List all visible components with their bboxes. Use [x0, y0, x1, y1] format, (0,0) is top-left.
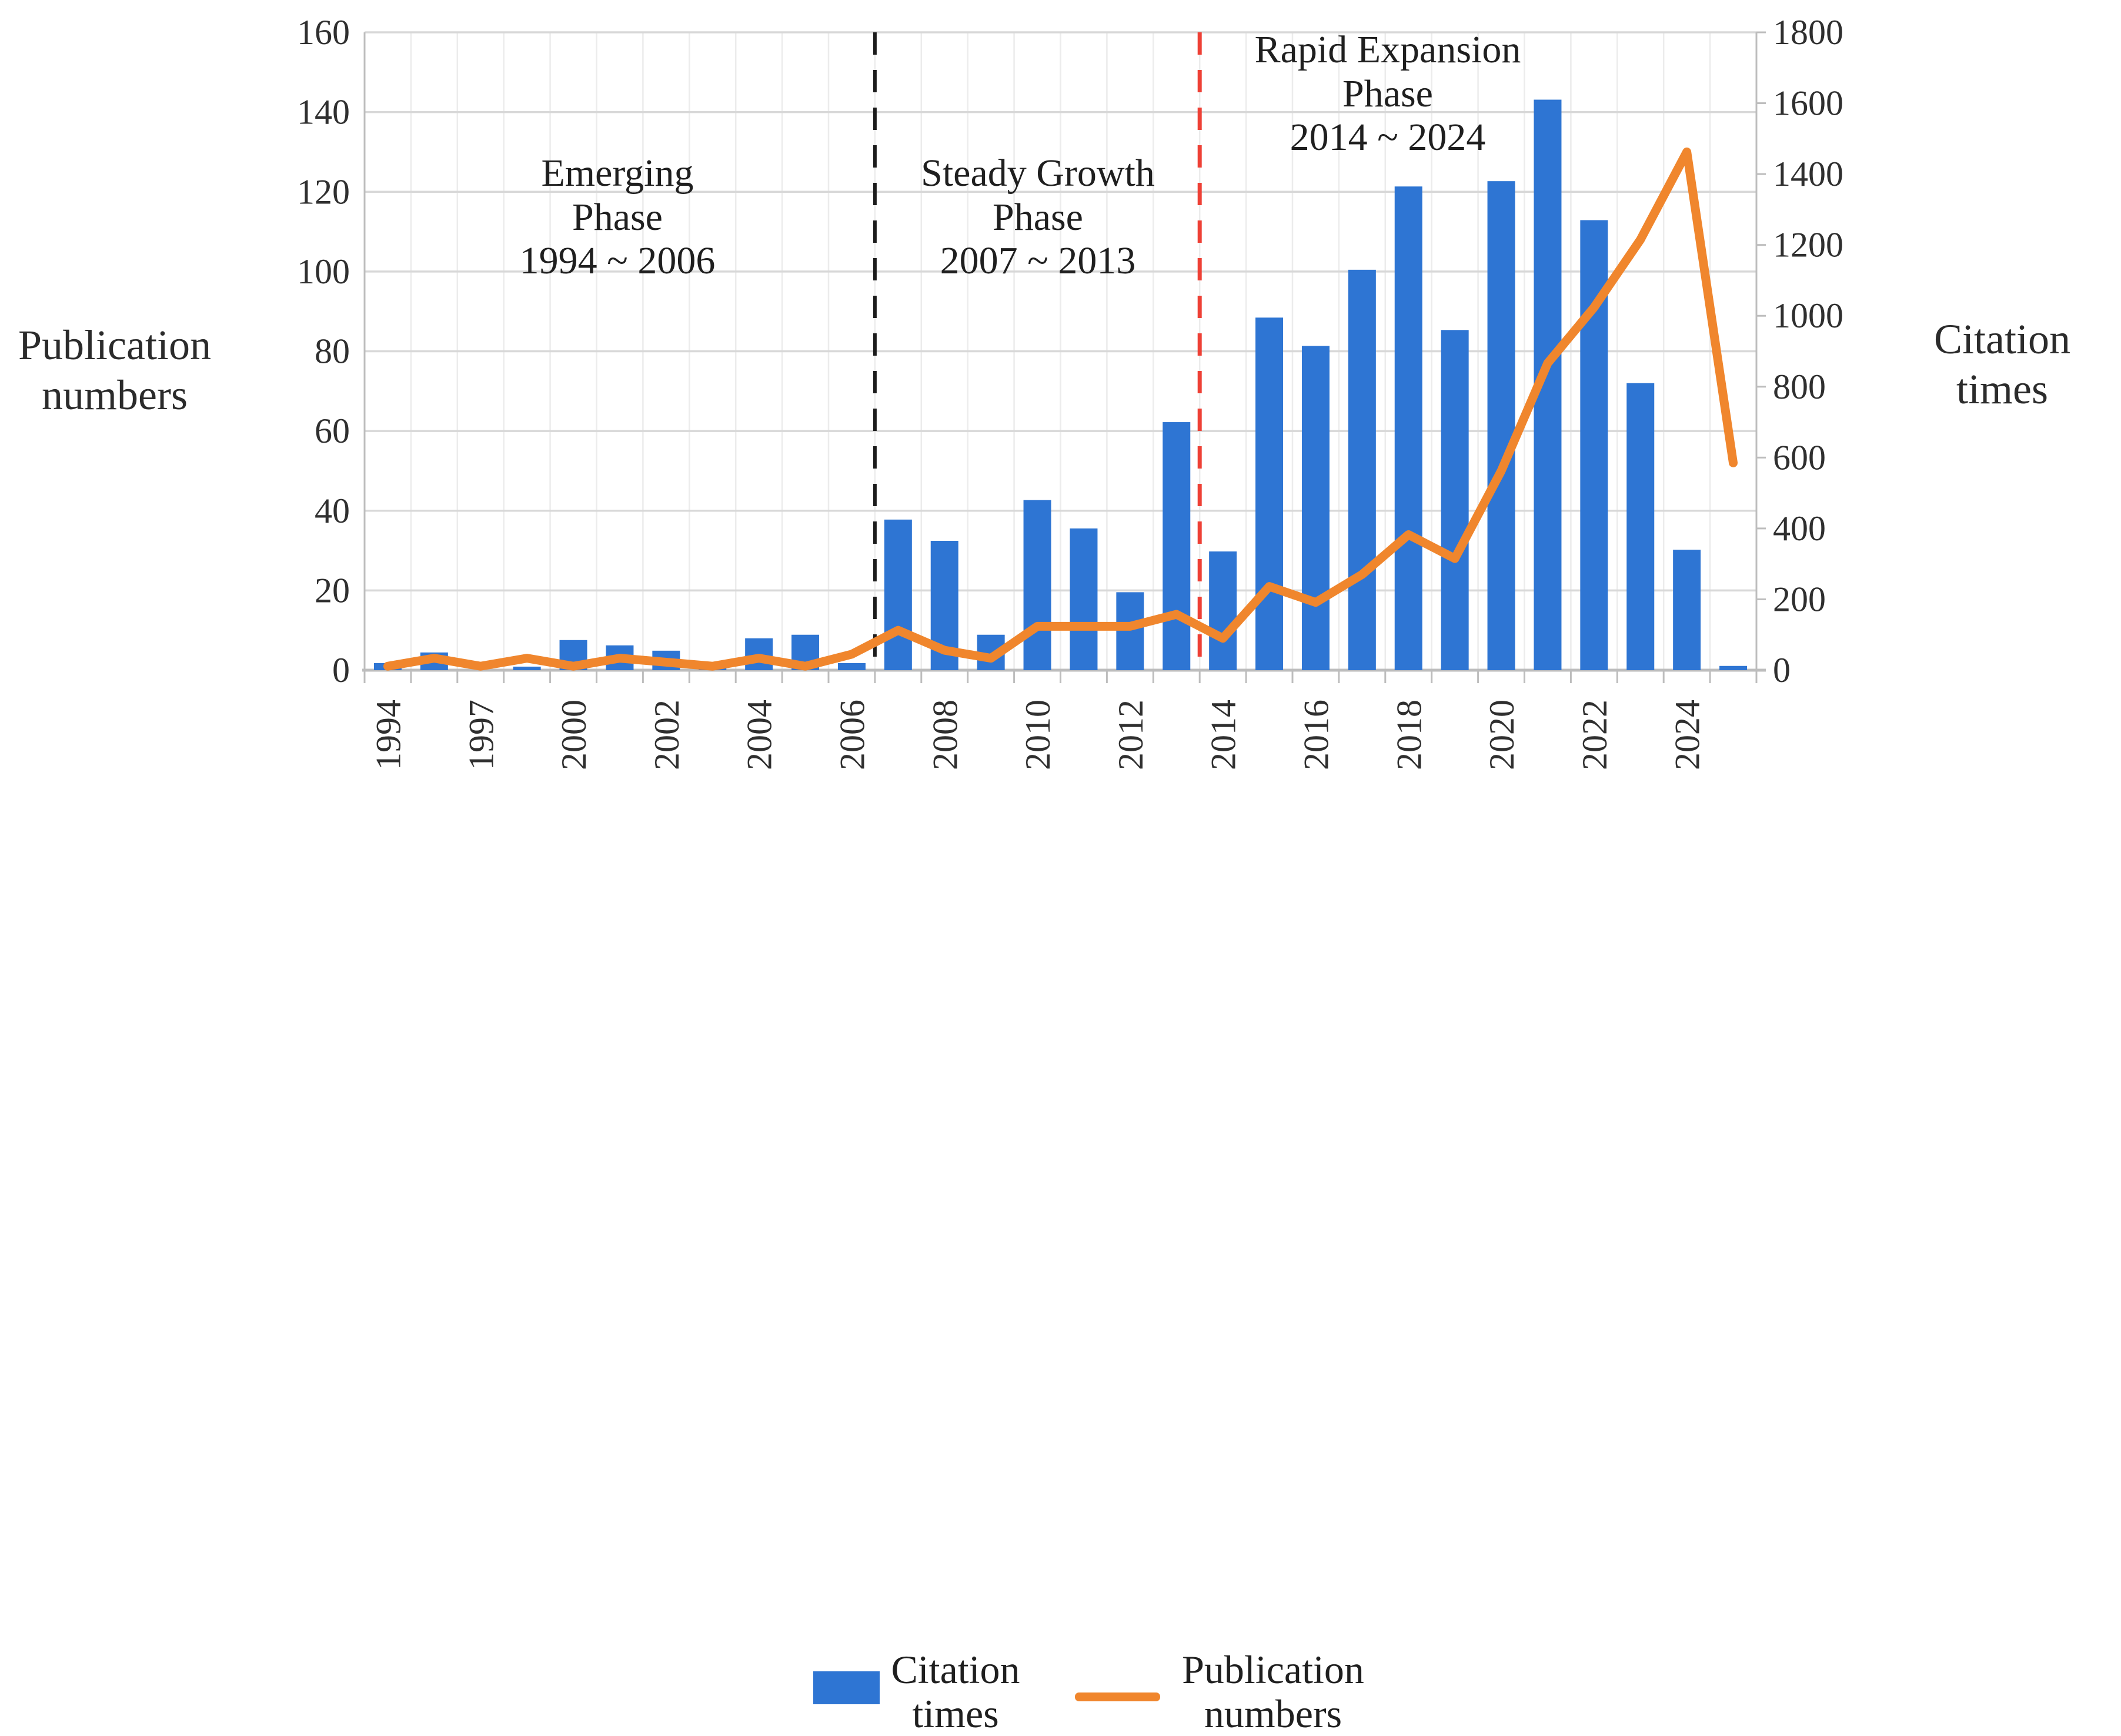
bar-2018	[1394, 186, 1422, 670]
bar-2010	[1023, 500, 1051, 670]
x-axis-label-2012: 2012	[1111, 700, 1150, 770]
annotation-emerging-line2: Phase	[572, 195, 663, 239]
publication-numbers-line	[383, 147, 1738, 671]
annotation-steady-line2: Phase	[993, 195, 1083, 239]
x-axis-label-2002: 2002	[647, 700, 686, 770]
left-axis-title-line1: Publication	[18, 322, 211, 369]
right-axis-tick-label: 1400	[1773, 155, 1843, 193]
annotation-emerging-line1: Emerging	[541, 152, 694, 195]
right-axis-tick-label: 1600	[1773, 84, 1843, 123]
bar-2024	[1673, 550, 1701, 670]
annotation-steady-line1: Steady Growth	[921, 152, 1155, 195]
left-axis-tick-label: 0	[332, 651, 350, 690]
bar-2012	[1116, 592, 1144, 670]
bar-2011	[1070, 528, 1098, 670]
x-axis-label-2000: 2000	[555, 700, 593, 770]
bar-2023	[1626, 383, 1655, 670]
right-axis-title: Citation times	[1890, 315, 2114, 414]
legend-citation-bar-swatch	[813, 1671, 880, 1704]
x-axis-label-2014: 2014	[1204, 700, 1243, 770]
legend-citation-line2: times	[912, 1691, 999, 1736]
left-axis-title: Publication numbers	[6, 320, 223, 420]
x-axis-label-2016: 2016	[1297, 700, 1335, 770]
x-axis-label-1997: 1997	[462, 700, 500, 770]
x-axis-label-1994: 1994	[369, 700, 408, 770]
bar-2020	[1487, 181, 1515, 671]
right-axis-tick-label: 1200	[1773, 226, 1843, 265]
x-axis-label-2008: 2008	[926, 700, 964, 770]
x-axis-label-2010: 2010	[1018, 700, 1057, 770]
left-axis-title-line2: numbers	[42, 371, 188, 419]
bar-2025	[1719, 665, 1748, 670]
bar-2007	[884, 519, 912, 670]
annotation-rapid-line3: 2014 ~ 2024	[1290, 116, 1486, 159]
x-axis-label-2020: 2020	[1482, 700, 1521, 770]
x-axis-label-2004: 2004	[740, 700, 779, 770]
right-axis-tick-label: 0	[1773, 651, 1791, 690]
left-axis-tick-label: 60	[315, 412, 350, 450]
x-axis-label-2018: 2018	[1389, 700, 1428, 770]
annotation-emerging-phase: Emerging Phase 1994 ~ 2006	[470, 152, 764, 283]
right-axis-title-line2: times	[1956, 365, 2048, 413]
annotation-steady-growth-phase: Steady Growth Phase 2007 ~ 2013	[891, 152, 1185, 283]
bar-2019	[1441, 330, 1469, 670]
x-axis-label-2022: 2022	[1575, 700, 1614, 770]
bar-2016	[1301, 346, 1330, 670]
right-axis-tick-label: 1000	[1773, 296, 1843, 335]
annotation-rapid-line2: Phase	[1342, 72, 1433, 115]
legend-label-publication-numbers: Publication numbers	[1173, 1648, 1373, 1736]
right-axis-tick-label: 800	[1773, 367, 1826, 406]
right-axis-tick-label: 200	[1773, 580, 1826, 618]
right-axis-title-line1: Citation	[1934, 316, 2070, 363]
right-axis-tick-label: 600	[1773, 438, 1826, 477]
legend-publication-line2: numbers	[1204, 1691, 1342, 1736]
chart-canvas: 0204060801001201401600200400600800100012…	[297, 13, 1843, 770]
bar-2017	[1348, 269, 1376, 671]
bar-2014	[1209, 551, 1237, 670]
annotation-rapid-expansion-phase: Rapid Expansion Phase 2014 ~ 2024	[1229, 28, 1547, 160]
bar-2013	[1163, 422, 1191, 670]
annotation-rapid-line1: Rapid Expansion	[1254, 28, 1521, 71]
x-axis-label-2006: 2006	[833, 700, 871, 770]
bar-2006	[837, 663, 866, 670]
left-axis-tick-label: 100	[297, 252, 350, 291]
legend-citation-line1: Citation	[891, 1647, 1020, 1692]
legend-publication-line-swatch	[1075, 1692, 1160, 1701]
bar-1998	[513, 666, 541, 670]
left-axis-tick-label: 120	[297, 172, 350, 211]
left-axis-tick-label: 160	[297, 13, 350, 52]
left-axis-tick-label: 80	[315, 332, 350, 371]
annotation-steady-line3: 2007 ~ 2013	[940, 239, 1136, 283]
left-axis-tick-label: 140	[297, 93, 350, 132]
right-axis-tick-label: 400	[1773, 509, 1826, 548]
bar-2015	[1255, 317, 1284, 670]
legend: Citation times Publication numbers	[0, 820, 2121, 1735]
left-axis-tick-label: 20	[315, 571, 350, 610]
annotation-emerging-line3: 1994 ~ 2006	[519, 239, 716, 283]
legend-label-citation-times: Citation times	[888, 1648, 1023, 1736]
x-axis-label-2024: 2024	[1668, 700, 1707, 770]
legend-publication-line1: Publication	[1182, 1647, 1364, 1692]
left-axis-tick-label: 40	[315, 491, 350, 530]
right-axis-tick-label: 1800	[1773, 13, 1843, 52]
